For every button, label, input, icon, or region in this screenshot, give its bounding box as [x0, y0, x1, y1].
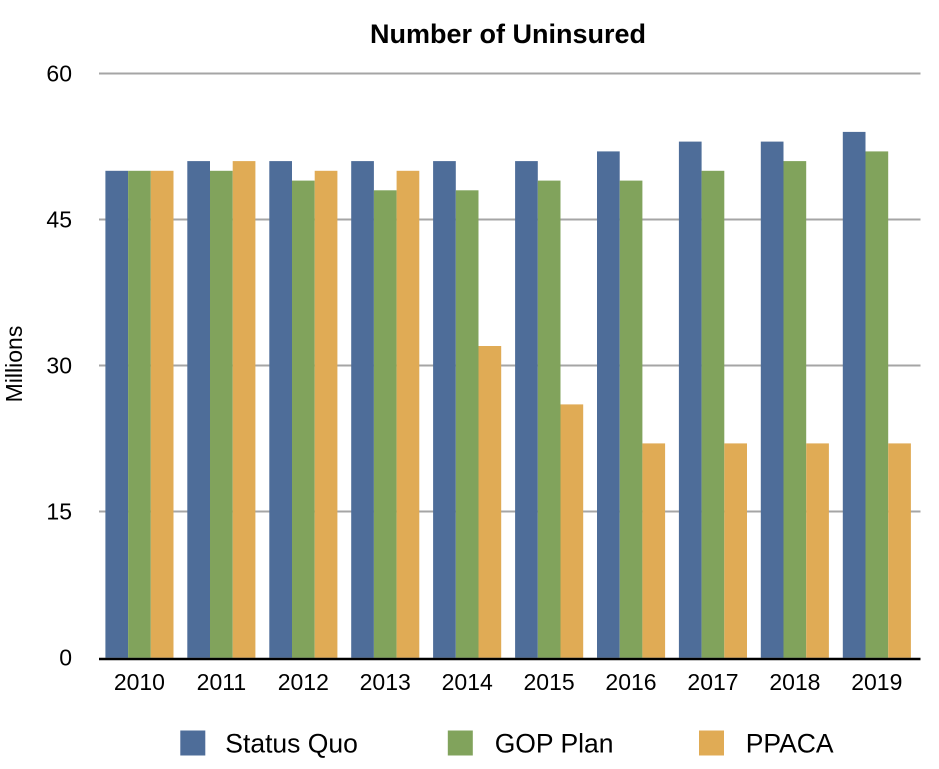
svg-text:45: 45	[46, 207, 72, 233]
svg-text:2014: 2014	[442, 669, 493, 695]
svg-text:15: 15	[46, 499, 72, 525]
svg-text:GOP Plan: GOP Plan	[495, 729, 614, 759]
svg-text:Status Quo: Status Quo	[225, 729, 358, 759]
svg-text:60: 60	[46, 61, 72, 87]
svg-text:2018: 2018	[769, 669, 820, 695]
svg-text:2012: 2012	[278, 669, 329, 695]
svg-text:2010: 2010	[114, 669, 165, 695]
svg-text:2015: 2015	[524, 669, 575, 695]
svg-text:2011: 2011	[197, 669, 246, 695]
svg-text:2019: 2019	[851, 669, 902, 695]
svg-text:30: 30	[46, 353, 72, 379]
svg-text:Number of Uninsured: Number of Uninsured	[370, 19, 646, 49]
svg-text:PPACA: PPACA	[746, 729, 834, 759]
svg-text:2013: 2013	[360, 669, 411, 695]
svg-text:2016: 2016	[605, 669, 656, 695]
svg-text:Millions: Millions	[1, 326, 27, 403]
svg-text:2017: 2017	[687, 669, 738, 695]
svg-text:0: 0	[59, 645, 72, 671]
